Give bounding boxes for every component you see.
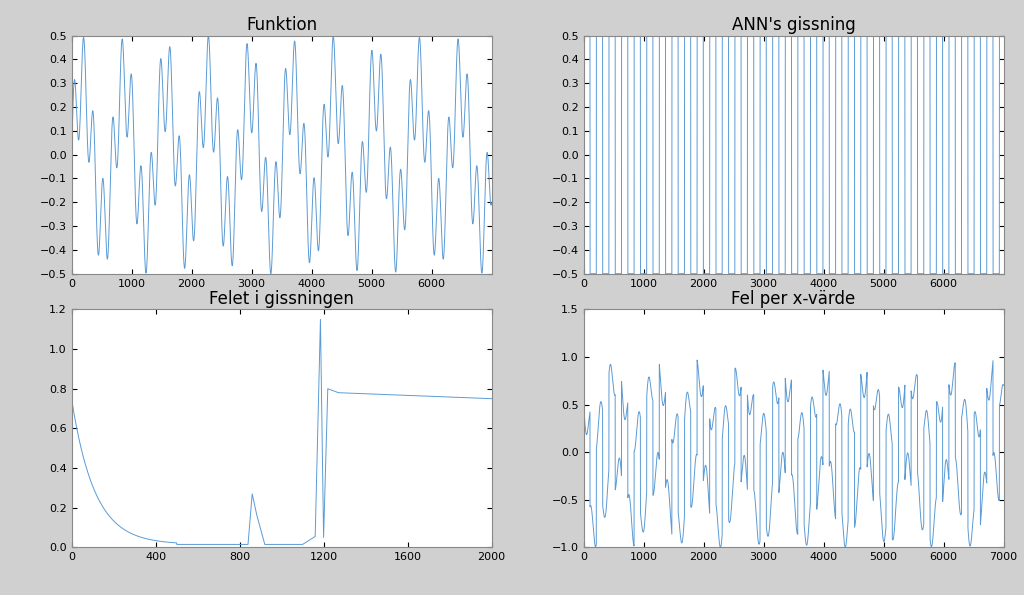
Title: Felet i gissningen: Felet i gissningen — [209, 290, 354, 308]
Title: Fel per x-värde: Fel per x-värde — [731, 290, 856, 308]
Title: ANN's gissning: ANN's gissning — [732, 16, 855, 34]
Title: Funktion: Funktion — [246, 16, 317, 34]
